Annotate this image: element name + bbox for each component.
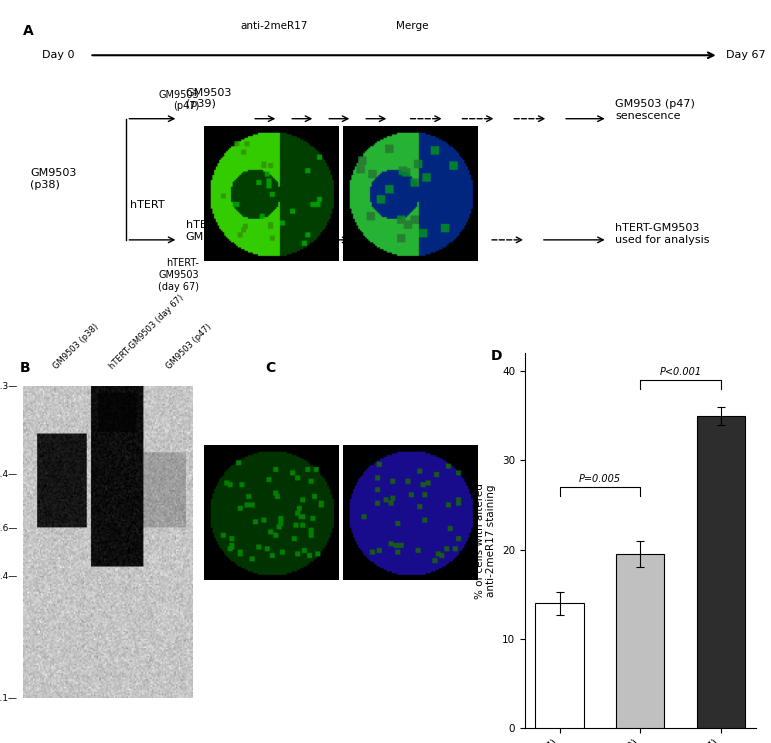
Text: GM9503
(p38): GM9503 (p38) [30,169,76,190]
Text: B: B [19,360,30,374]
Bar [697,415,745,728]
Y-axis label: % of cells with altered
anti-2meR17 staining: % of cells with altered anti-2meR17 stai… [475,483,497,599]
Bar [616,554,665,728]
Text: 9.4—: 9.4— [0,572,18,581]
Text: P=0.005: P=0.005 [579,474,621,484]
Text: GM9503 (p38): GM9503 (p38) [52,322,100,371]
Text: hTERT: hTERT [130,201,165,210]
Text: hTERT-GM9503
used for analysis: hTERT-GM9503 used for analysis [615,224,709,245]
Text: P<0.001: P<0.001 [659,367,702,377]
Bar [535,603,584,728]
Text: GM9503
(p47): GM9503 (p47) [158,89,199,111]
Text: 6.6—: 6.6— [0,525,18,533]
Text: Day 67: Day 67 [726,51,766,60]
Text: 4.4—: 4.4— [0,470,18,478]
Text: A: A [23,24,34,37]
Text: hTERT-GM9503 (day 67): hTERT-GM9503 (day 67) [108,293,186,371]
Text: D: D [490,349,502,363]
Text: anti-2meR17: anti-2meR17 [240,21,308,31]
Text: hTERT-
GM9503: hTERT- GM9503 [186,221,232,242]
Text: Merge: Merge [396,21,429,31]
Text: Day 0: Day 0 [42,51,75,60]
Text: C: C [264,360,275,374]
Text: GM9503 (p47): GM9503 (p47) [164,322,214,371]
Text: 2.3—: 2.3— [0,382,18,391]
Text: GM9503 (p47)
senescence: GM9503 (p47) senescence [615,100,695,121]
Text: GM9503
(p39): GM9503 (p39) [186,88,232,109]
Text: hTERT-
GM9503
(day 67): hTERT- GM9503 (day 67) [158,259,199,291]
Text: 23.1—: 23.1— [0,694,18,703]
